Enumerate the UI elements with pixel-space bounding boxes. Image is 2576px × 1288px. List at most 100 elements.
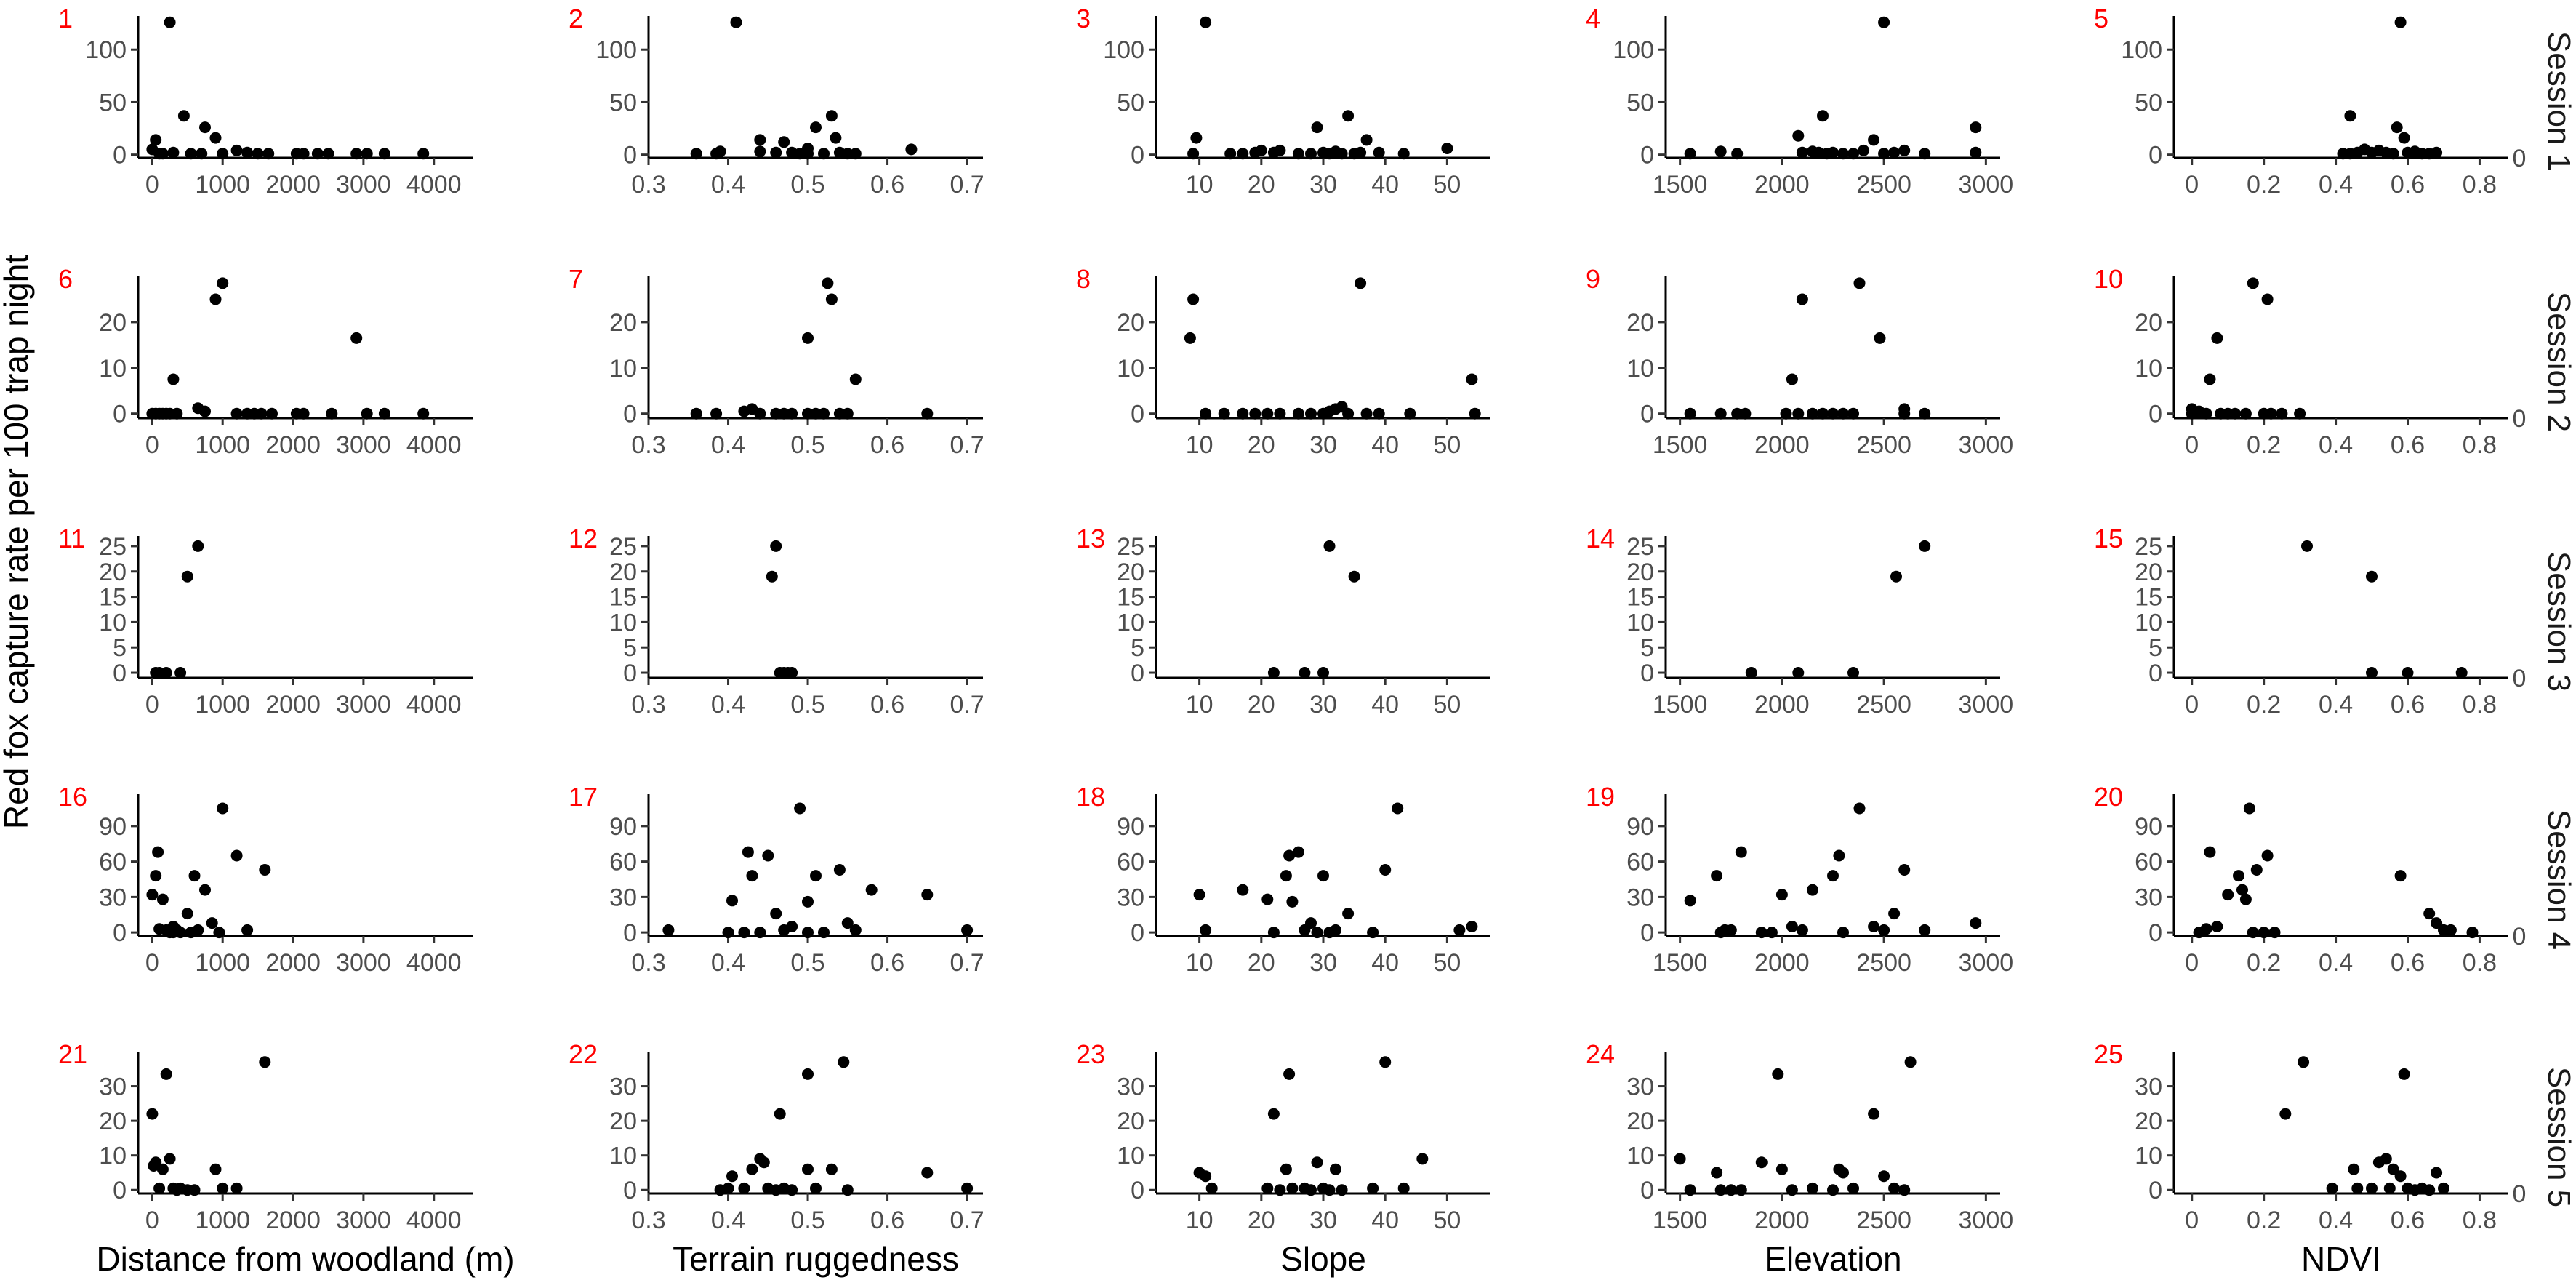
data-point [1792,407,1805,420]
x-tick-label: 0.8 [2463,691,2497,719]
data-point [1330,924,1341,936]
y-tick-label: 0 [2148,1177,2162,1204]
panel-number: 8 [1076,264,1091,294]
data-point [754,145,766,158]
y-tick-label: 20 [2135,1108,2162,1135]
panel-number: 21 [58,1039,87,1069]
panel-number: 4 [1586,4,1600,33]
x-tick-label: 0 [145,1207,159,1234]
data-point [209,1163,222,1175]
x-tick-label: 20 [1248,691,1275,719]
data-point [164,1153,176,1165]
data-point [1184,332,1196,344]
data-point [2344,110,2356,122]
x-tick-label: 0.6 [870,171,904,199]
data-point [794,802,806,815]
x-tick-label: 1000 [195,171,250,199]
y-tick-label: 5 [2148,634,2162,662]
x-tick-label: 1000 [195,691,250,719]
data-point [1469,407,1481,420]
panel-number: 12 [569,524,598,553]
panel-number: 24 [1586,1039,1615,1069]
y-tick-label: 0 [1640,1177,1654,1204]
data-point [770,908,782,920]
y-tick-label: 10 [99,609,127,636]
x-axis-title: Slope [1280,1240,1366,1278]
data-point [1755,927,1768,939]
y-tick-label: 30 [1117,884,1144,911]
y-tick-label: 50 [2135,89,2162,116]
data-point [1305,1184,1317,1196]
y-tick-label: 20 [1117,559,1144,586]
x-tick-label: 2500 [1856,949,1911,977]
data-point [1392,802,1404,815]
panel-22: 0 10 20 30 0.3 0.4 0.5 0.6 0.7 22 [569,1039,984,1234]
data-point [1847,1182,1859,1194]
strip-label-session-1: Session 1 [2541,31,2576,172]
data-point [2186,407,2198,420]
data-point [726,895,738,907]
data-point [961,924,974,936]
y-tick-label: 30 [1117,1073,1144,1101]
data-point [1807,884,1818,896]
data-point [2301,540,2313,552]
data-point [786,1184,798,1196]
data-point [1317,667,1329,679]
data-point [1735,846,1747,858]
x-tick-label: 0.4 [711,691,745,719]
y-tick-label: 0 [623,142,637,169]
data-point [1725,1184,1737,1196]
data-point [690,407,702,420]
data-point [262,148,275,160]
data-point [802,407,814,420]
y-tick-label: 10 [609,1143,637,1170]
data-point [1684,895,1696,907]
y-tick-label: 15 [2135,584,2162,612]
y-tick-label: 100 [2121,36,2162,64]
data-point [1888,146,1901,159]
data-point [1847,148,1859,160]
data-point [199,405,211,417]
x-tick-label: 3000 [1959,431,2014,459]
panel-3: 0 50 100 10 20 30 40 50 3 [1076,4,1490,199]
x-tick-label: 0 [145,171,159,199]
y-tick-label: 10 [2135,1143,2162,1170]
data-point [1739,407,1752,420]
data-point [2261,849,2274,862]
data-point [921,407,934,420]
data-point [2204,846,2216,858]
y-tick-label: 0 [1131,401,1144,428]
data-point [2279,1108,2292,1120]
panel-number: 16 [58,782,87,812]
data-point [2466,927,2479,939]
y-tick-label: 5 [1640,634,1654,662]
data-point [1453,924,1466,936]
data-point [2326,1182,2338,1194]
data-point [726,1170,738,1183]
x-tick-label: 0.5 [790,1207,824,1234]
y-tick-label: 10 [99,355,127,383]
panel-number: 15 [2094,524,2123,553]
panel-21: 0 10 20 30 0 1000 2000 3000 4000 21 [58,1039,473,1234]
x-tick-label: 0 [145,949,159,977]
data-point [1919,540,1931,552]
panel-23: 0 10 20 30 10 20 30 40 50 23 [1076,1039,1490,1234]
y-tick-label: 15 [99,584,127,612]
panel-4: 0 50 100 1500 2000 2500 3000 4 [1586,4,2013,199]
data-point [1970,121,1982,134]
data-point [1441,143,1453,154]
data-point [1765,927,1778,939]
data-point [2423,1184,2436,1196]
data-point [2431,146,2443,159]
data-point [2348,1163,2360,1175]
data-point [2211,921,2223,932]
data-point [1858,144,1870,156]
x-tick-label: 1500 [1653,171,1708,199]
data-point [2394,870,2407,882]
x-axis-title: Elevation [1764,1240,1901,1278]
data-point [241,146,254,159]
data-point [1249,407,1261,420]
data-point [1373,407,1385,420]
